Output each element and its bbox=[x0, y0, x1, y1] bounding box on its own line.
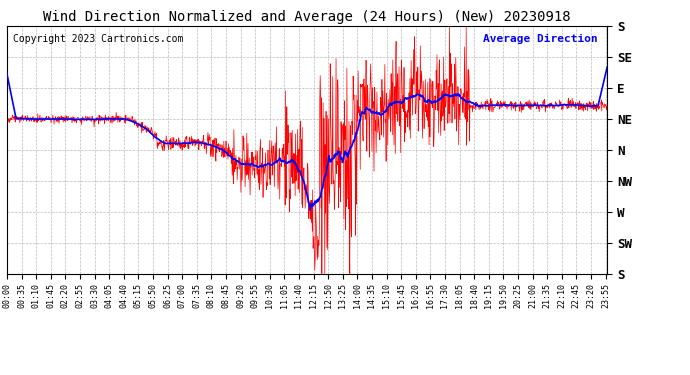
Text: Average Direction: Average Direction bbox=[484, 34, 598, 44]
Text: Copyright 2023 Cartronics.com: Copyright 2023 Cartronics.com bbox=[13, 34, 184, 44]
Title: Wind Direction Normalized and Average (24 Hours) (New) 20230918: Wind Direction Normalized and Average (2… bbox=[43, 10, 571, 24]
